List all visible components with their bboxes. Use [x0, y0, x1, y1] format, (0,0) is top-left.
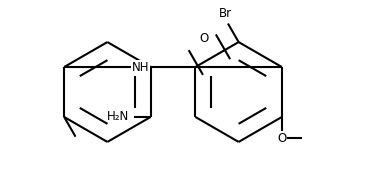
Text: O: O: [199, 32, 208, 45]
Text: H₂N: H₂N: [107, 110, 129, 123]
Text: O: O: [277, 132, 287, 145]
Text: Br: Br: [219, 7, 232, 20]
Text: NH: NH: [132, 61, 149, 74]
